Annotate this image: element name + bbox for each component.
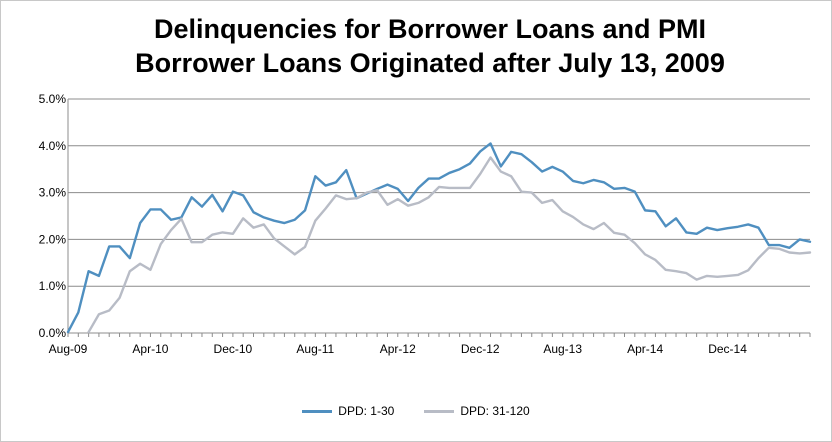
x-tick-label: Apr-12 [380, 342, 416, 356]
y-tick-label: 5.0% [39, 92, 67, 106]
series-line-1 [66, 142, 812, 334]
y-tick-label: 1.0% [39, 279, 67, 293]
x-tick-label: Dec-12 [461, 342, 500, 356]
x-tick-label: Dec-14 [708, 342, 747, 356]
legend-label-series-1: DPD: 1-30 [338, 404, 395, 418]
legend-item-series-2: DPD: 31-120 [424, 404, 530, 418]
y-tick-label: 3.0% [39, 186, 67, 200]
chart-title-line2: Borrower Loans Originated after July 13,… [135, 48, 725, 78]
chart-legend: DPD: 1-30 DPD: 31-120 [0, 404, 832, 418]
legend-swatch-series-2 [424, 409, 455, 413]
x-tick-label: Apr-10 [132, 342, 168, 356]
y-tick-label: 4.0% [39, 139, 67, 153]
chart-title: Delinquencies for Borrower Loans and PMI… [60, 12, 800, 80]
y-tick-label: 0.0% [39, 326, 67, 340]
series-line-2 [87, 156, 812, 334]
x-tick-label: Aug-09 [49, 342, 88, 356]
chart-title-line1: Delinquencies for Borrower Loans and PMI [153, 14, 707, 44]
x-tick-label: Apr-14 [627, 342, 663, 356]
legend-label-series-2: DPD: 31-120 [460, 404, 530, 418]
x-tick-label: Aug-11 [296, 342, 334, 356]
legend-swatch-series-1 [302, 409, 333, 413]
x-tick-label: Aug-13 [543, 342, 582, 356]
legend-item-series-1: DPD: 1-30 [302, 404, 394, 418]
y-tick-label: 2.0% [39, 232, 67, 246]
x-tick-label: Dec-10 [214, 342, 253, 356]
